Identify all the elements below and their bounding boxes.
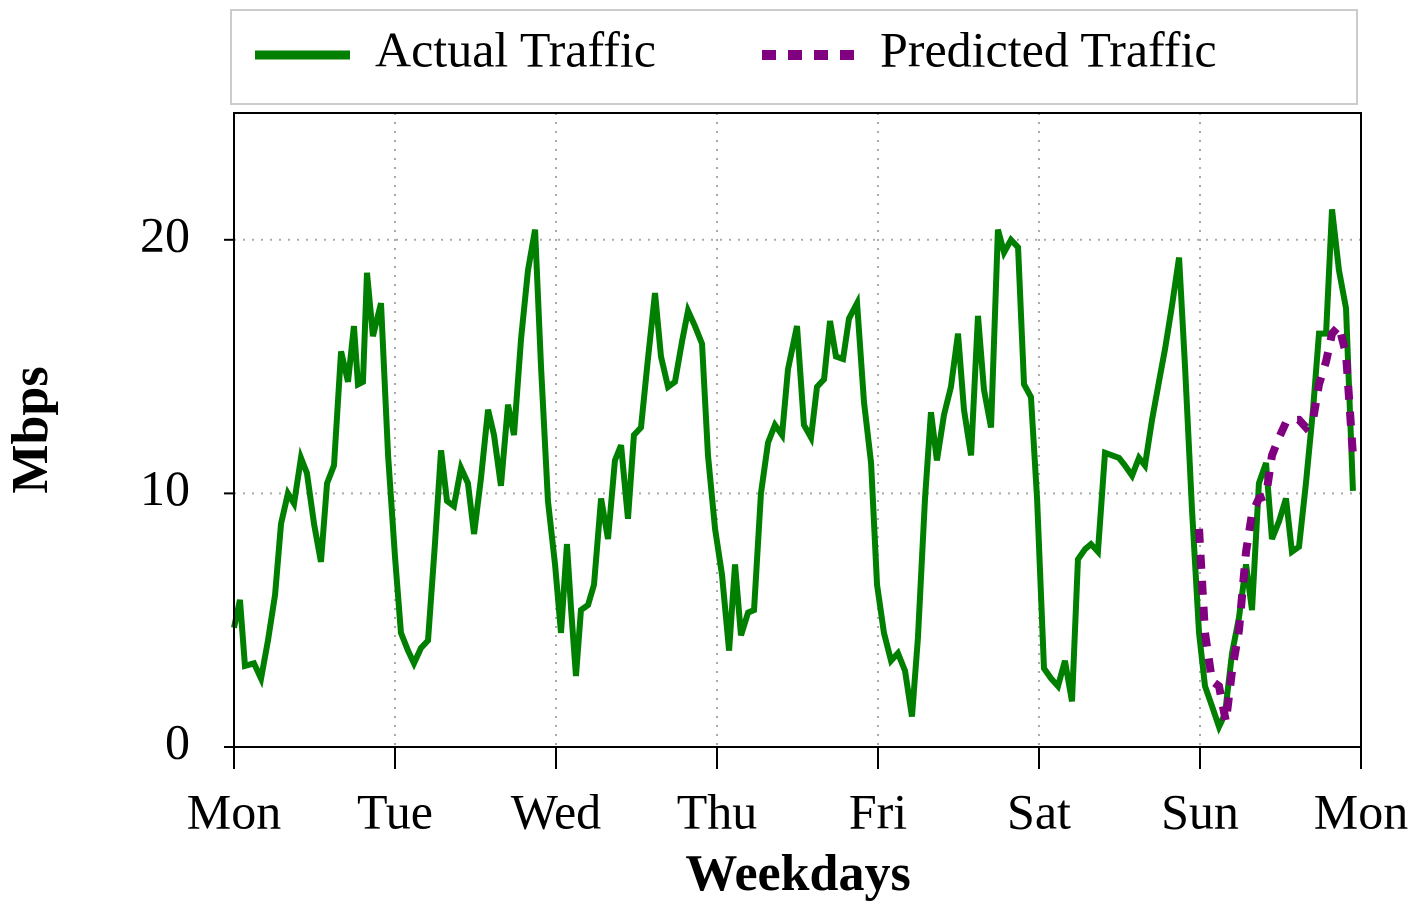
x-tick-label: Tue bbox=[357, 783, 433, 839]
x-tick-label: Mon bbox=[187, 783, 281, 839]
y-tick-label: 20 bbox=[140, 206, 190, 262]
x-tick-label: Sun bbox=[1161, 783, 1239, 839]
x-tick-label: Thu bbox=[677, 783, 758, 839]
legend-label: Actual Traffic bbox=[375, 21, 656, 77]
x-tick-label: Fri bbox=[849, 783, 907, 839]
x-axis-label: Weekdays bbox=[685, 845, 910, 902]
legend-label: Predicted Traffic bbox=[880, 21, 1217, 77]
x-tick-label: Mon bbox=[1314, 783, 1408, 839]
x-tick-label: Wed bbox=[511, 783, 601, 839]
y-tick-label: 10 bbox=[140, 460, 190, 516]
x-tick-label: Sat bbox=[1007, 783, 1071, 839]
series-line bbox=[231, 209, 1356, 735]
y-tick-label: 0 bbox=[165, 713, 190, 769]
plot-frame bbox=[233, 112, 1362, 748]
series-line bbox=[1195, 317, 1357, 723]
y-axis-label: Mbps bbox=[2, 366, 59, 493]
